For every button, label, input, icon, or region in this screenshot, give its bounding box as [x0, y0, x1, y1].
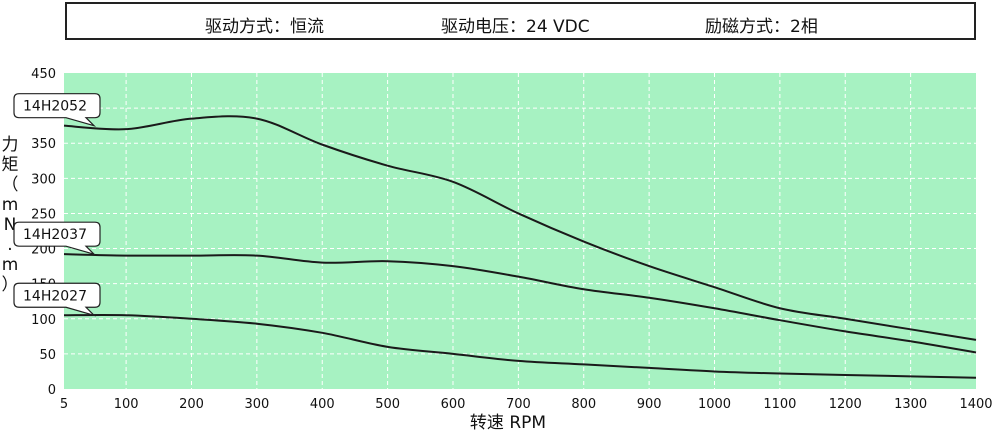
series-14h2027-line [63, 314, 977, 379]
y-axis-label-char: . [7, 235, 12, 255]
series-callout: 14H2027 [13, 282, 101, 317]
x-axis-label: 转速 RPM [470, 413, 546, 433]
excitation-label: 励磁方式：2相 [705, 17, 818, 37]
x-tick-label: 1300 [894, 397, 927, 412]
y-tick-label: 450 [31, 67, 56, 82]
y-axis-label-char: 力 [2, 135, 19, 155]
callout-box [13, 93, 101, 127]
series-14h2052-line [63, 115, 977, 341]
y-tick-label: 0 [48, 383, 56, 398]
y-tick-label: 350 [31, 137, 56, 152]
series-name-label: 14H2052 [23, 99, 87, 115]
series-14h2037-line [63, 253, 977, 354]
x-tick-label: 200 [179, 397, 204, 412]
x-tick-label: 900 [637, 397, 662, 412]
drive-voltage-label: 驱动电压：24 VDC [441, 17, 590, 37]
x-tick-label: 1200 [829, 397, 862, 412]
y-axis-label-char: m [2, 255, 19, 275]
x-tick-label: 800 [571, 397, 596, 412]
y-tick-label: 50 [39, 348, 56, 363]
x-tick-label: 5 [60, 397, 68, 412]
series-name-label: 14H2027 [23, 288, 87, 304]
x-tick-label: 1000 [698, 397, 731, 412]
y-axis-label-char: （ [2, 175, 19, 195]
y-axis-label: 力矩（ m N. m） [2, 135, 19, 295]
x-tick-label: 500 [375, 397, 400, 412]
y-axis-label-char: N [4, 215, 17, 235]
spec-header: 驱动方式：恒流 驱动电压：24 VDC 励磁方式：2相 [65, 2, 976, 40]
x-tick-label: 100 [114, 397, 139, 412]
series-callout: 14H2052 [13, 93, 101, 127]
drive-method-label: 驱动方式：恒流 [205, 17, 324, 37]
callout-box [13, 221, 101, 256]
plot-area [64, 73, 976, 389]
y-axis-label-char: m [2, 195, 19, 215]
x-tick-label: 700 [506, 397, 531, 412]
x-tick-label: 1100 [763, 397, 796, 412]
x-tick-label: 400 [310, 397, 335, 412]
y-axis-label-char: 矩 [2, 155, 19, 175]
y-tick-label: 250 [31, 207, 56, 222]
x-tick-label: 300 [244, 397, 269, 412]
y-tick-label: 300 [31, 172, 56, 187]
y-tick-label: 100 [31, 313, 56, 328]
x-tick-label: 1400 [959, 397, 992, 412]
callout-box [13, 282, 101, 317]
series-callout: 14H2037 [13, 221, 101, 256]
x-tick-label: 600 [441, 397, 466, 412]
series-name-label: 14H2037 [23, 227, 87, 243]
